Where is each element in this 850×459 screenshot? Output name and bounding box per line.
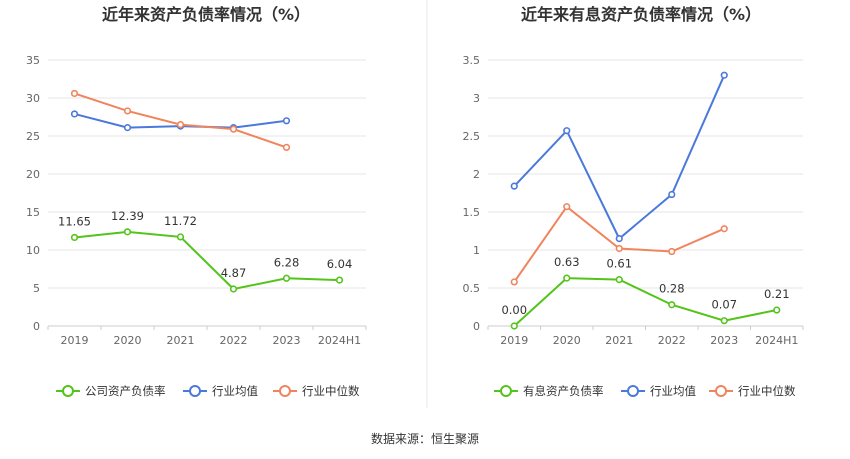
chart1-legend-swatch-marker: [62, 385, 74, 397]
chart1-legend-swatch-marker: [189, 385, 201, 397]
chart2-data-point: [563, 203, 571, 211]
chart1-x-tick-label: 2019: [61, 334, 89, 347]
chart1-data-point: [176, 233, 185, 241]
chart2-series-line-1: [513, 74, 726, 241]
chart1-x-tick-label: 2022: [220, 334, 248, 347]
chart2-y-tick-label: 0.5: [463, 282, 481, 295]
chart2-x-tick-label: 2021: [605, 334, 633, 347]
chart1-data-point: [123, 228, 132, 236]
chart1-y-tick-label: 25: [26, 130, 40, 143]
chart2-data-point: [563, 127, 571, 135]
chart1-data-label: 6.28: [274, 255, 300, 269]
chart2-x-tick-label: 2020: [553, 334, 581, 347]
chart2-legend-swatch-marker: [500, 385, 512, 397]
chart2-y-tick-label: 0: [473, 320, 480, 333]
chart1-y-tick-label: 0: [33, 320, 40, 333]
chart2-data-point: [510, 278, 518, 286]
chart2-data-label: 0.61: [606, 257, 632, 271]
chart2-data-point: [615, 276, 623, 284]
chart2-data-point: [563, 274, 571, 282]
chart2-legend-swatch-marker: [715, 385, 727, 397]
chart1-data-label: 12.39: [111, 209, 144, 223]
chart1-legend-label: 公司资产负债率: [85, 384, 166, 398]
chart1-data-point: [282, 143, 291, 151]
chart2-data-point: [668, 301, 676, 309]
chart2-data-point: [773, 306, 781, 314]
chart2-x-tick-label: 2023: [710, 334, 738, 347]
data-source: 数据来源：恒生聚源: [371, 431, 479, 446]
chart2-data-label: 0.63: [554, 255, 580, 269]
chart2-legend-label: 行业均值: [650, 384, 696, 398]
chart2-y-tick-label: 2: [473, 168, 480, 181]
chart2-x-tick-label: 2022: [658, 334, 686, 347]
chart1-legend-swatch-marker: [279, 385, 291, 397]
chart1-data-point: [70, 233, 79, 242]
chart2-y-tick-label: 2.5: [463, 130, 481, 143]
chart1-data-label: 6.04: [327, 257, 353, 271]
chart1-series-line-2: [74, 92, 287, 149]
chart1-x-tick-label: 2023: [273, 334, 301, 347]
chart2-legend-label: 有息资产负债率: [523, 384, 604, 398]
chart2-data-point: [720, 317, 728, 325]
chart1-x-tick-label: 2020: [114, 334, 142, 347]
chart1-data-label: 4.87: [221, 266, 247, 280]
chart2-data-label: 0.28: [659, 282, 685, 296]
chart2-data-point: [510, 322, 518, 330]
chart2-y-tick-label: 3.5: [463, 54, 481, 67]
chart2-y-tick-label: 1.5: [463, 206, 481, 219]
chart1-data-point: [335, 276, 344, 284]
chart1-y-tick-label: 20: [26, 168, 40, 181]
chart1-y-tick-label: 10: [26, 244, 40, 257]
chart2-legend-swatch-marker: [627, 385, 639, 397]
chart1-series-line-0: [74, 230, 340, 291]
chart2-x-tick-label: 2019: [500, 334, 528, 347]
chart1-title: 近年来资产负债率情况（%）: [102, 5, 310, 24]
chart1-data-point: [282, 274, 291, 282]
chart1-data-point: [70, 110, 79, 118]
chart2-data-label: 0.21: [764, 287, 790, 301]
chart1-y-tick-label: 30: [26, 92, 40, 105]
chart2-legend-label: 行业中位数: [738, 384, 796, 398]
chart2-data-point: [720, 225, 728, 233]
chart1-data-label: 11.72: [164, 214, 197, 228]
chart2-y-tick-label: 1: [473, 244, 480, 257]
chart1-data-point: [176, 120, 185, 129]
chart2-data-point: [615, 244, 623, 253]
chart2-y-tick-label: 3: [473, 92, 480, 105]
chart1-data-point: [282, 117, 291, 125]
chart1-data-point: [123, 124, 132, 132]
chart1-legend-label: 行业中位数: [302, 384, 360, 398]
chart1-data-label: 11.65: [58, 214, 91, 228]
chart2-data-point: [615, 235, 623, 243]
chart2-series-line-0: [513, 277, 777, 327]
chart2-x-tick-label: 2024H1: [755, 334, 798, 347]
chart2-data-label: 0.00: [501, 303, 527, 317]
chart1-legend-label: 行业均值: [212, 384, 258, 398]
chart1-x-tick-label: 2021: [167, 334, 195, 347]
chart2-data-point: [510, 182, 518, 190]
chart2-data-point: [720, 71, 728, 79]
chart1-data-point: [229, 285, 238, 293]
chart1-data-point: [70, 89, 79, 98]
chart2-data-label: 0.07: [711, 298, 737, 312]
chart1-x-tick-label: 2024H1: [318, 334, 361, 347]
chart1-y-tick-label: 15: [26, 206, 40, 219]
chart2-title: 近年来有息资产负债率情况（%）: [521, 5, 761, 24]
chart2-data-point: [668, 190, 676, 199]
chart2-data-point: [668, 247, 676, 256]
chart1-y-tick-label: 35: [26, 54, 40, 67]
chart1-y-tick-label: 5: [33, 282, 40, 295]
chart1-data-point: [123, 107, 132, 115]
chart1-data-point: [229, 125, 238, 133]
